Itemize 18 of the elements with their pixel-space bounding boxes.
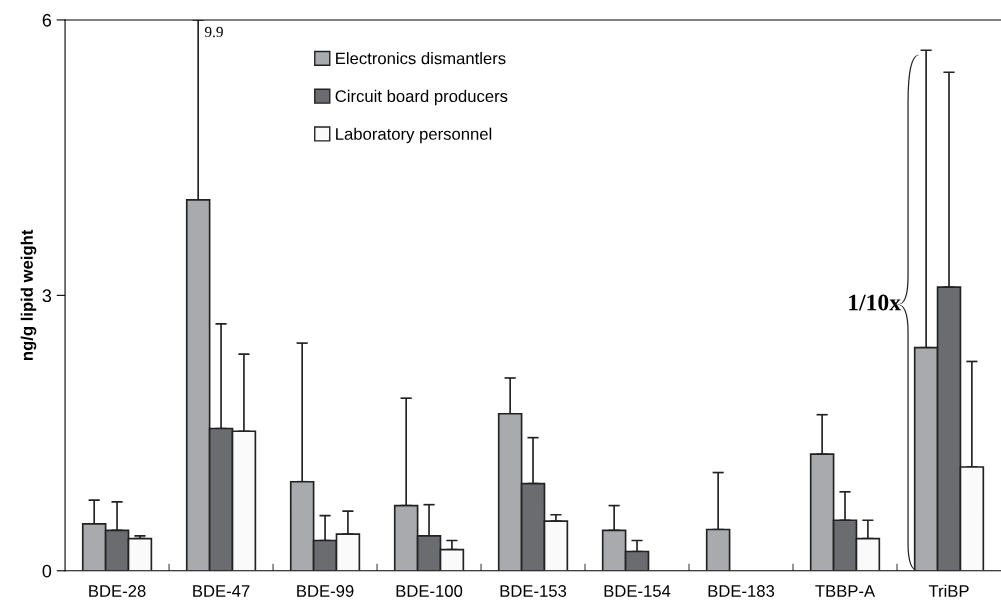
x-tick-label: BDE-154 — [604, 585, 671, 597]
annotation: 1/10x — [849, 294, 901, 311]
legend-label: Electronics dismantlers — [336, 52, 506, 65]
x-tick-label: TriBP — [928, 584, 969, 597]
x-tick-label: BDE-28 — [89, 585, 146, 597]
y-tick-label: 3 — [42, 289, 52, 303]
x-tick-label: BDE-100 — [396, 585, 463, 597]
legend-label: Circuit board producers — [335, 89, 508, 106]
legend-label: Laboratory personnel — [336, 127, 492, 144]
annotation: 9.9 — [204, 26, 223, 38]
x-tick-label: BDE-153 — [500, 585, 567, 597]
y-tick-label: 0 — [42, 564, 52, 578]
y-axis-title: ng/g lipid weight — [20, 229, 37, 360]
x-tick-label: TBBP-A — [815, 585, 876, 597]
x-tick-label: BDE-47 — [193, 585, 250, 597]
y-tick-label: 6 — [42, 13, 52, 27]
x-tick-label: BDE-183 — [708, 585, 775, 597]
x-tick-label: BDE-99 — [297, 585, 354, 597]
